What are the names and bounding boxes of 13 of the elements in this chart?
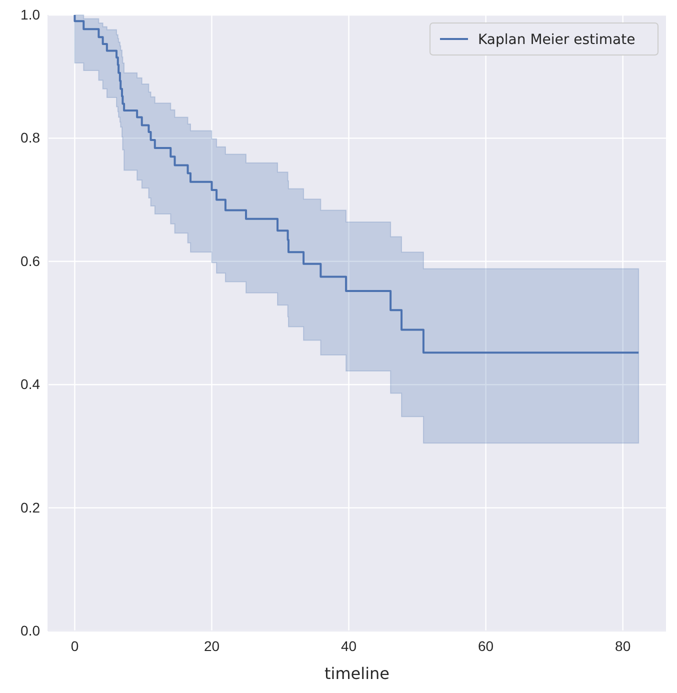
y-tick-label: 1.0 <box>20 6 40 22</box>
x-tick-label: 80 <box>615 638 631 654</box>
x-tick-label: 60 <box>478 638 494 654</box>
y-tick-label: 0.2 <box>20 499 40 516</box>
legend-label: Kaplan Meier estimate <box>478 32 636 48</box>
x-tick-label: 0 <box>70 638 79 654</box>
x-tick-label: 40 <box>340 638 357 654</box>
y-tick-label: 0.8 <box>20 130 40 146</box>
y-tick-label: 0.0 <box>20 622 40 638</box>
y-tick-label: 0.4 <box>20 376 40 392</box>
x-axis-title: timeline <box>324 664 390 683</box>
x-tick-label: 20 <box>204 638 220 654</box>
y-tick-label: 0.6 <box>20 252 40 269</box>
